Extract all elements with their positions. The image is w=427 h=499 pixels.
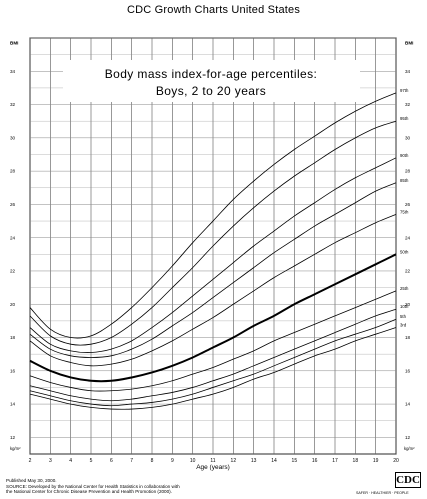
chart-title: Body mass index-for-age percentiles: (105, 67, 318, 81)
y-tick-label-right: 26 (405, 202, 411, 207)
series-line-25th (29, 290, 397, 392)
y-tick-label-left: 24 (10, 235, 16, 240)
series-line-3rd (29, 327, 397, 410)
y-tick-label-right: 12 (405, 435, 411, 440)
y-tick-label-right: 22 (405, 269, 411, 274)
y-tick-label-right: 28 (405, 169, 411, 174)
cdc-logo: CDC (395, 472, 421, 488)
series-line-85th (29, 182, 397, 358)
series-line-50th (29, 253, 397, 383)
series-label-95th: 95th (400, 116, 409, 121)
x-tick-label: 11 (210, 458, 215, 464)
y-tick-label-left: 32 (10, 102, 16, 107)
y-tick-label-left: 20 (10, 302, 16, 307)
y-tick-label-right: 18 (405, 335, 411, 340)
series-line-95th (29, 120, 397, 346)
footer: Published May 30, 2000. SOURCE: Develope… (6, 478, 180, 495)
series-label-5th: 5th (400, 314, 407, 319)
y-tick-label-left: 12 (10, 435, 16, 440)
y-tick-label-left: 30 (10, 135, 16, 140)
series-line-90th (29, 157, 397, 353)
series-label-75th: 75th (400, 209, 409, 214)
series-label-3rd: 3rd (400, 323, 407, 328)
x-axis-title: Age (years) (196, 464, 230, 471)
y-axis-unit-right: kg/m² (404, 446, 415, 451)
footer-source-line2: the National Center for Chronic Disease … (6, 489, 172, 495)
x-tick-label: 10 (190, 458, 196, 464)
footer-published: Published May 30, 2000. (6, 478, 57, 483)
y-tick-label-left: 28 (10, 169, 16, 174)
y-tick-label-left: 18 (10, 335, 16, 340)
x-tick-label: 14 (271, 458, 277, 464)
x-tick-label: 7 (130, 458, 133, 464)
corner-label-left: BMI (10, 41, 18, 46)
corner-label-right: BMI (405, 41, 413, 46)
x-tick-label: 12 (231, 458, 237, 464)
y-tick-label-right: 16 (405, 368, 411, 373)
x-tick-label: 15 (292, 458, 298, 464)
y-tick-label-left: 14 (10, 402, 16, 407)
x-tick-label: 9 (171, 458, 174, 464)
x-tick-label: 2 (29, 458, 32, 464)
series-line-5th (29, 318, 397, 407)
x-tick-label: 17 (332, 458, 338, 464)
title-box (63, 60, 360, 102)
y-axis-unit-left: kg/m² (10, 446, 21, 451)
y-tick-label-right: 24 (405, 235, 411, 240)
x-tick-label: 5 (90, 458, 93, 464)
x-tick-label: 20 (393, 458, 399, 464)
chart-subtitle: Boys, 2 to 20 years (156, 84, 266, 98)
x-tick-label: 3 (49, 458, 52, 464)
y-tick-label-right: 14 (405, 402, 411, 407)
x-tick-label: 16 (312, 458, 318, 464)
y-tick-label-left: 34 (10, 69, 16, 74)
cdc-tagline: SAFER · HEALTHIER · PEOPLE (356, 491, 409, 495)
series-line-97th (29, 92, 397, 339)
footer-source-line1: SOURCE: Developed by the National Center… (6, 483, 180, 489)
y-tick-label-left: 16 (10, 368, 16, 373)
series-label-50th: 50th (400, 249, 409, 254)
series-label-90th: 90th (400, 153, 409, 158)
series-label-25th: 25th (400, 286, 409, 291)
series-line-10th (29, 308, 397, 402)
y-tick-label-right: 32 (405, 102, 411, 107)
x-tick-label: 4 (69, 458, 72, 464)
series-label-85th: 85th (400, 178, 409, 183)
y-tick-label-right: 30 (405, 135, 411, 140)
y-tick-label-left: 22 (10, 269, 16, 274)
y-tick-label-right: 34 (405, 69, 411, 74)
x-tick-label: 8 (151, 458, 154, 464)
series-label-97th: 97th (400, 88, 409, 93)
x-tick-label: 18 (353, 458, 359, 464)
x-tick-label: 13 (251, 458, 257, 464)
x-tick-label: 6 (110, 458, 113, 464)
x-tick-label: 19 (373, 458, 379, 464)
y-tick-label-left: 26 (10, 202, 16, 207)
series-label-10th: 10th (400, 304, 409, 309)
y-tick-label-right: 20 (405, 302, 411, 307)
series-line-75th (29, 214, 397, 367)
page-header-title: CDC Growth Charts United States (126, 4, 301, 16)
